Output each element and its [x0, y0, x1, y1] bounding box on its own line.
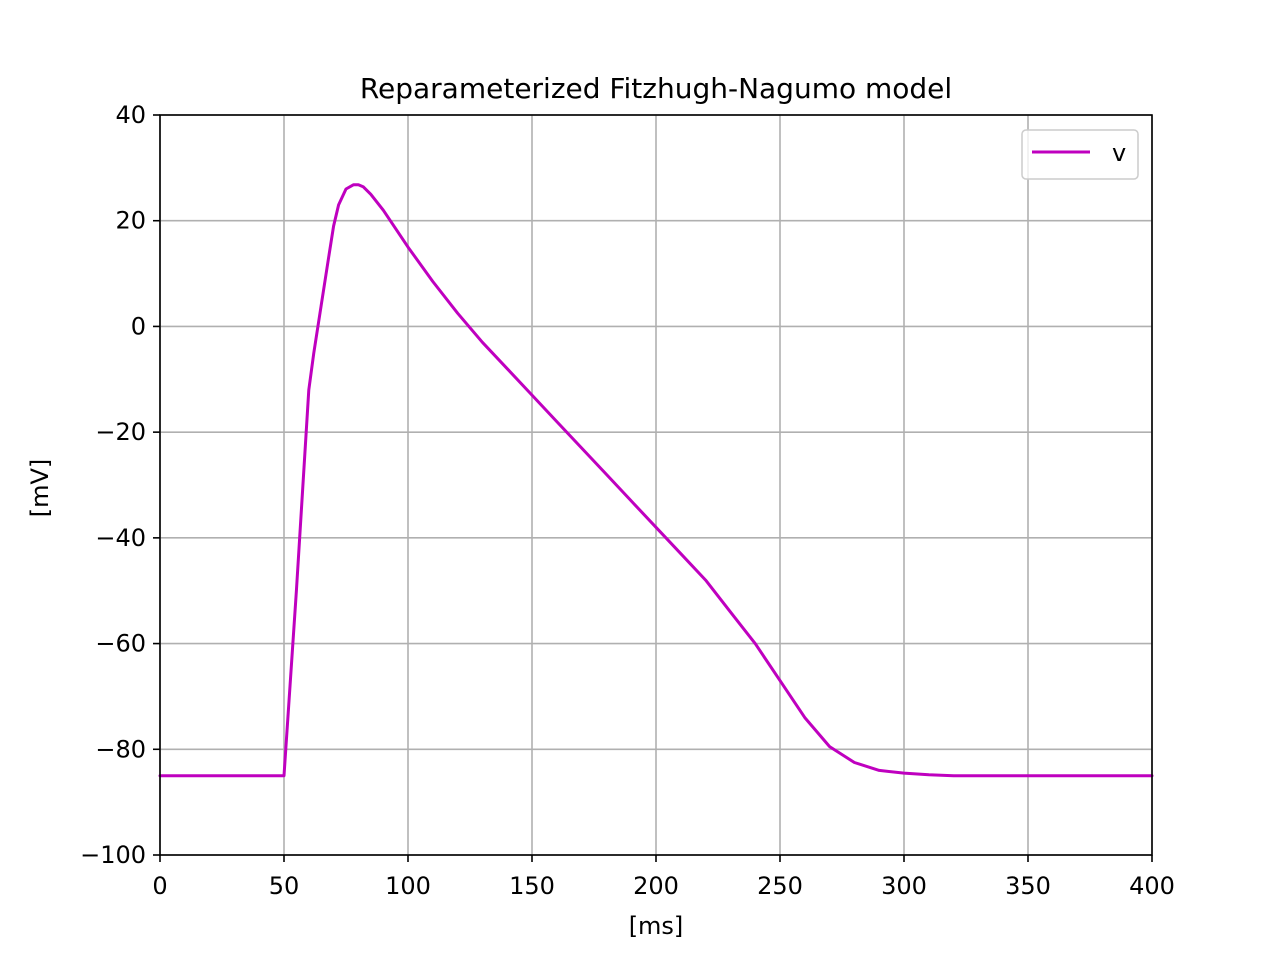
- x-tick-label: 300: [881, 872, 927, 900]
- legend-box: [1021, 129, 1139, 180]
- x-tick-label: 350: [1005, 872, 1051, 900]
- x-tick-label: 250: [757, 872, 803, 900]
- x-tick-label: 200: [633, 872, 679, 900]
- y-tick-label: −60: [95, 630, 146, 658]
- x-tick-label: 400: [1129, 872, 1175, 900]
- chart-title: Reparameterized Fitzhugh-Nagumo model: [360, 72, 952, 105]
- legend-label: v: [1112, 139, 1126, 167]
- x-tick-label: 0: [152, 872, 167, 900]
- y-tick-label: −40: [95, 524, 146, 552]
- y-axis-label: [mV]: [26, 459, 54, 518]
- y-tick-label: −20: [95, 418, 146, 446]
- series-layer: [158, 183, 1154, 778]
- y-tick-label: −100: [80, 841, 146, 869]
- y-tick-label: −80: [95, 735, 146, 763]
- legend: v: [1021, 129, 1139, 180]
- y-tick-label: 40: [115, 101, 146, 129]
- series-line-v: [158, 183, 1154, 778]
- x-tick-label: 150: [509, 872, 555, 900]
- x-axis-label: [ms]: [629, 912, 684, 940]
- y-tick-label: 20: [115, 207, 146, 235]
- x-tick-label: 50: [269, 872, 300, 900]
- ticks: 0 50 100 150 200 250 300 350 400−100−80−60−40−20…: [80, 101, 1175, 900]
- x-tick-label: 100: [385, 872, 431, 900]
- y-tick-label: 0: [131, 312, 146, 340]
